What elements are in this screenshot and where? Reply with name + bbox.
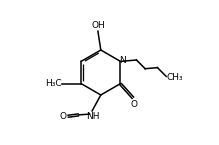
Text: O: O (59, 112, 66, 121)
Text: NH: NH (86, 112, 100, 121)
Text: H₃C: H₃C (45, 79, 62, 88)
Text: N: N (119, 56, 125, 65)
Text: CH₃: CH₃ (167, 73, 184, 82)
Text: OH: OH (91, 21, 105, 30)
Text: O: O (131, 100, 138, 109)
